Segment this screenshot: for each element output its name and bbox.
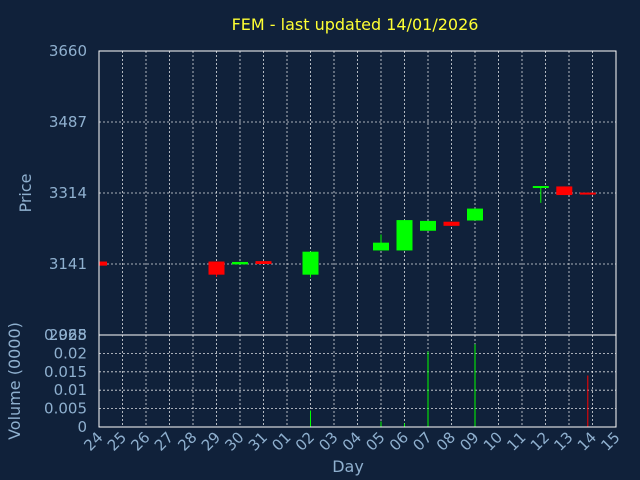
x-tick-label: 27 (151, 428, 177, 454)
x-tick-label: 10 (480, 428, 506, 454)
volume-tick-label: 0.02 (54, 344, 87, 362)
price-axis-label: Price (16, 173, 35, 212)
x-tick-label: 04 (339, 428, 365, 454)
x-tick-label: 28 (174, 428, 200, 454)
volume-tick-label: 0.01 (54, 381, 87, 399)
candles (98, 186, 596, 278)
candle-body (532, 186, 549, 189)
x-tick-label: 14 (574, 428, 600, 454)
price-tick-label: 3487 (49, 113, 87, 131)
price-grid (98, 50, 617, 336)
x-tick-label: 02 (292, 428, 318, 454)
price-y-ticks: 2968 3141 3314 3487 3660 (49, 42, 87, 344)
candle-body (232, 261, 248, 265)
x-tick-label: 01 (268, 428, 294, 454)
x-tick-label: 06 (386, 428, 412, 454)
x-tick-label: 15 (597, 428, 623, 454)
candle-body (99, 261, 107, 266)
chart-title: FEM - last updated 14/01/2026 (232, 15, 479, 34)
price-tick-label: 2968 (49, 326, 87, 344)
x-axis-label: Day (332, 457, 364, 476)
volume-bars (310, 344, 589, 427)
candle-body (420, 220, 436, 231)
candle-body (579, 192, 596, 195)
candle-body (302, 251, 319, 275)
candle-body (208, 261, 225, 275)
x-tick-label: 11 (503, 428, 529, 454)
x-tick-label: 09 (456, 428, 482, 454)
candle-body (556, 186, 573, 196)
price-tick-label: 3141 (49, 255, 87, 273)
candle-body (467, 208, 483, 221)
volume-tick-label: 0 (77, 418, 87, 436)
x-tick-label: 03 (315, 428, 341, 454)
x-tick-label: 26 (127, 428, 153, 454)
x-tick-label: 05 (362, 428, 388, 454)
candle-body (373, 242, 389, 251)
volume-tick-label: 0.005 (44, 400, 87, 418)
x-tick-label: 30 (221, 428, 247, 454)
x-tick-label: 13 (550, 428, 576, 454)
volume-tick-label: 0.025 (44, 326, 87, 344)
price-tick-label: 3660 (49, 42, 87, 60)
candle-body (396, 220, 413, 251)
volume-panel-frame (98, 334, 617, 428)
x-tick-label: 25 (104, 428, 130, 454)
x-axis-ticks: 2425262728293031010203040506070809101112… (80, 428, 623, 454)
x-tick-label: 29 (198, 428, 224, 454)
volume-tick-label: 0.015 (44, 363, 87, 381)
x-tick-label: 12 (527, 428, 553, 454)
price-tick-label: 3314 (49, 184, 87, 202)
candle-body (443, 221, 460, 226)
candle-body (255, 261, 272, 264)
x-tick-label: 07 (409, 428, 435, 454)
volume-axis-label: Volume (0000) (5, 322, 24, 440)
x-tick-label: 08 (433, 428, 459, 454)
volume-grid (98, 334, 617, 428)
x-tick-label: 31 (245, 428, 271, 454)
